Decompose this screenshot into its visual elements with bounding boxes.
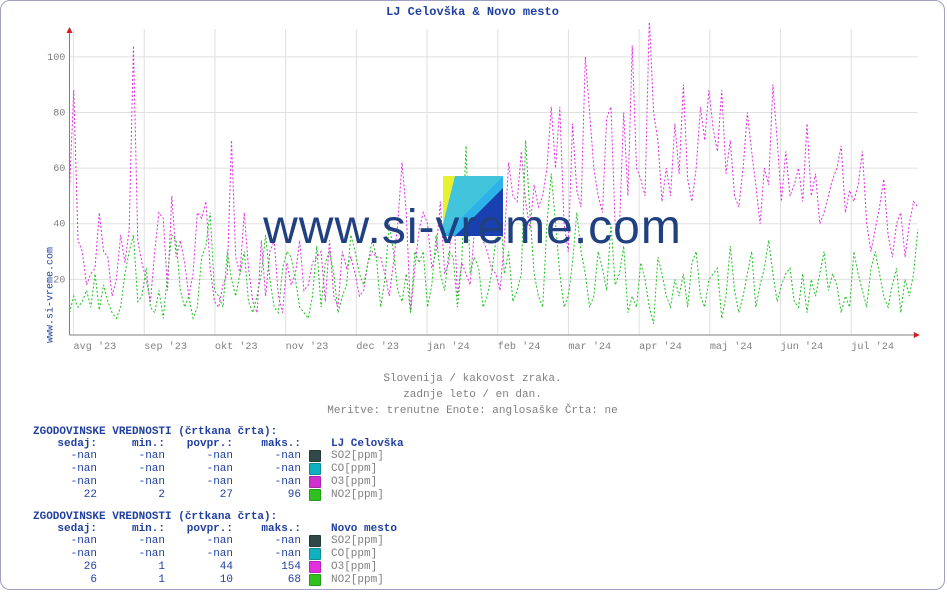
- legend-swatch: [309, 489, 321, 501]
- legend-value: -nan: [33, 463, 101, 476]
- legend-col: sedaj:: [33, 438, 101, 450]
- caption-line: zadnje leto / en dan.: [1, 387, 944, 403]
- legend-value: 27: [169, 489, 237, 502]
- svg-text:apr '24: apr '24: [639, 341, 682, 353]
- legend-heading: ZGODOVINSKE VREDNOSTI (črtkana črta):: [33, 426, 425, 438]
- legend-label: CO[ppm]: [327, 463, 425, 476]
- legend-value: 22: [33, 489, 101, 502]
- legend-col: povpr.:: [169, 523, 237, 535]
- legend-col: sedaj:: [33, 523, 101, 535]
- legend-heading: ZGODOVINSKE VREDNOSTI (črtkana črta):: [33, 511, 425, 523]
- chart-svg: 20 40 60 80 100 avg '23 sep '23 okt '23 nov '23 d…: [41, 23, 926, 353]
- legend-row: 2222796NO2[ppm]: [33, 489, 425, 502]
- legend-row: 611068 NO2[ppm]: [33, 574, 425, 587]
- legend-value: -nan: [237, 476, 305, 489]
- legend-row: -nan-nan-nan-nanCO[ppm]: [33, 463, 425, 476]
- legend-row: -nan-nan-nan-nanO3[ppm]: [33, 476, 425, 489]
- legend-table: sedaj:min.:povpr.:maks.:Novo mesto-nan-n…: [33, 523, 425, 587]
- legend-value: -nan: [33, 476, 101, 489]
- legend-value: 1: [101, 574, 169, 587]
- legend-value: -nan: [169, 463, 237, 476]
- legend-value: -nan: [101, 450, 169, 463]
- svg-text:40: 40: [53, 220, 65, 231]
- legend-col: maks.:: [237, 523, 305, 535]
- legend-table: sedaj:min.:povpr.:maks.:LJ Celovška-nan-…: [33, 438, 425, 502]
- legend-label: SO2[ppm]: [327, 535, 425, 548]
- legend-value: -nan: [237, 450, 305, 463]
- svg-text:jul '24: jul '24: [851, 341, 894, 353]
- legend-col: min.:: [101, 523, 169, 535]
- legend-value: 1: [101, 561, 169, 574]
- chart-title: LJ Celovška & Novo mesto: [1, 5, 944, 19]
- svg-text:okt '23: okt '23: [215, 341, 258, 353]
- caption-block: Slovenija / kakovost zraka. zadnje leto …: [1, 371, 944, 419]
- svg-text:100: 100: [47, 53, 65, 64]
- legend-swatch: [309, 463, 321, 475]
- legend-label: CO[ppm]: [327, 548, 425, 561]
- legend-swatch: [309, 561, 321, 573]
- legend-value: 44: [169, 561, 237, 574]
- caption-line: Meritve: trenutne Enote: anglosaške Črta…: [1, 403, 944, 419]
- legend-value: -nan: [101, 463, 169, 476]
- svg-text:dec '23: dec '23: [356, 341, 399, 353]
- svg-text:jun '24: jun '24: [781, 341, 824, 353]
- legend-value: 6: [33, 574, 101, 587]
- caption-line: Slovenija / kakovost zraka.: [1, 371, 944, 387]
- legend-label: NO2[ppm]: [327, 489, 425, 502]
- legend-swatch: [309, 535, 321, 547]
- legend-swatch: [309, 548, 321, 560]
- chart-frame: www.si-vreme.com LJ Celovška & Novo mest…: [0, 0, 945, 590]
- legend-value: 10: [169, 574, 237, 587]
- legend-block-1: ZGODOVINSKE VREDNOSTI (črtkana črta):sed…: [33, 426, 425, 502]
- legend-value: -nan: [33, 450, 101, 463]
- svg-text:maj '24: maj '24: [710, 341, 753, 353]
- legend-row: 26144154 O3[ppm]: [33, 561, 425, 574]
- legend-value: -nan: [33, 535, 101, 548]
- legend-value: -nan: [169, 476, 237, 489]
- legend-label: O3[ppm]: [327, 561, 425, 574]
- svg-text:20: 20: [53, 275, 65, 286]
- legend-value: 2: [101, 489, 169, 502]
- legend-label: O3[ppm]: [327, 476, 425, 489]
- svg-text:60: 60: [53, 164, 65, 175]
- legend-swatch: [309, 574, 321, 586]
- legend-row: -nan-nan-nan-nanSO2[ppm]: [33, 450, 425, 463]
- legend-swatch: [309, 450, 321, 462]
- legend-label: SO2[ppm]: [327, 450, 425, 463]
- legend-value: -nan: [101, 476, 169, 489]
- legend-value: -nan: [237, 548, 305, 561]
- legend-value: 96: [237, 489, 305, 502]
- legend-value: 68: [237, 574, 305, 587]
- legend-value: -nan: [169, 535, 237, 548]
- legend-value: -nan: [237, 535, 305, 548]
- legend-swatch: [309, 476, 321, 488]
- legend-col: povpr.:: [169, 438, 237, 450]
- legend-col: maks.:: [237, 438, 305, 450]
- plot-area: 20 40 60 80 100 avg '23 sep '23 okt '23 nov '23 d…: [41, 23, 926, 353]
- legend-block-2: ZGODOVINSKE VREDNOSTI (črtkana črta):sed…: [33, 511, 425, 587]
- svg-text:avg '23: avg '23: [74, 341, 117, 353]
- legend-row: -nan-nan-nan-nanCO[ppm]: [33, 548, 425, 561]
- svg-text:nov '23: nov '23: [286, 341, 329, 353]
- svg-text:80: 80: [53, 109, 65, 120]
- legend-value: -nan: [169, 548, 237, 561]
- svg-text:jan '24: jan '24: [427, 341, 470, 353]
- legend-row: -nan-nan-nan-nanSO2[ppm]: [33, 535, 425, 548]
- legend-value: -nan: [237, 463, 305, 476]
- legend-value: -nan: [169, 450, 237, 463]
- legend-label: NO2[ppm]: [327, 574, 425, 587]
- legend-value: 154: [237, 561, 305, 574]
- legend-value: -nan: [33, 548, 101, 561]
- legend-value: -nan: [101, 535, 169, 548]
- svg-text:feb '24: feb '24: [498, 341, 541, 353]
- svg-text:mar '24: mar '24: [568, 341, 611, 353]
- legend-station: Novo mesto: [327, 523, 425, 535]
- legend-value: 26: [33, 561, 101, 574]
- svg-text:sep '23: sep '23: [144, 341, 187, 353]
- legend-col: min.:: [101, 438, 169, 450]
- legend-value: -nan: [101, 548, 169, 561]
- legend-station: LJ Celovška: [327, 438, 425, 450]
